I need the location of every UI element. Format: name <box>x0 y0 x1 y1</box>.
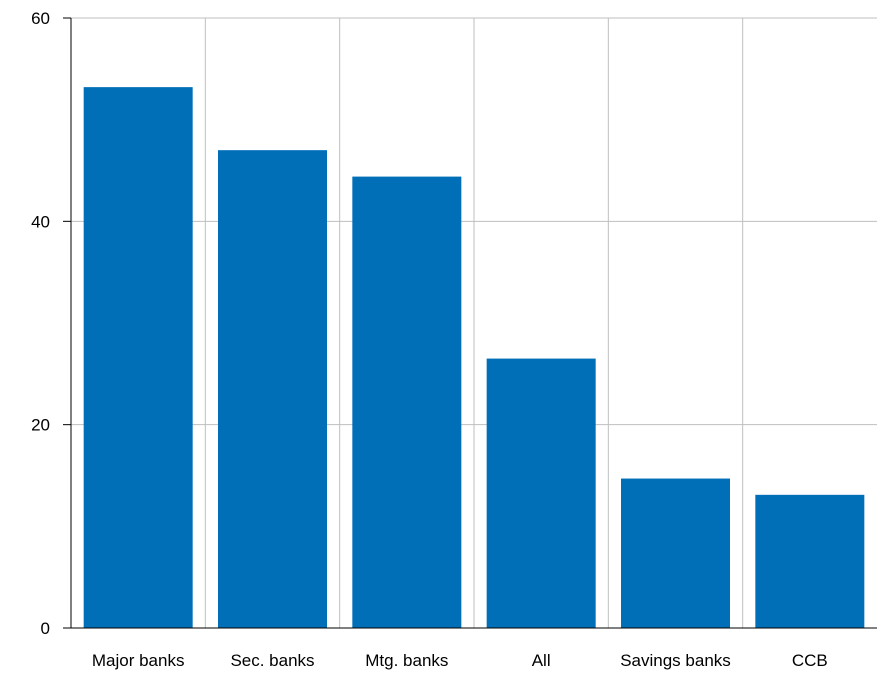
bar-layer <box>83 87 865 629</box>
x-tick-label: CCB <box>792 651 828 670</box>
label-layer: 0 20 40 60 Major banks Sec. banks Mtg. banks Al… <box>31 9 828 670</box>
axis-layer <box>63 17 877 629</box>
bar <box>755 494 865 628</box>
grid-layer <box>71 17 877 628</box>
y-tick-label: 60 <box>31 9 50 28</box>
y-tick-label: 0 <box>41 619 50 638</box>
bar <box>218 150 327 628</box>
bar <box>486 358 596 628</box>
x-tick-label: Savings banks <box>620 651 731 670</box>
bar <box>352 176 462 628</box>
x-tick-label: Major banks <box>92 651 185 670</box>
bar <box>83 87 193 629</box>
x-tick-label: All <box>532 651 551 670</box>
y-tick-label: 20 <box>31 416 50 435</box>
y-tick-label: 40 <box>31 212 50 231</box>
bar <box>621 478 730 628</box>
x-tick-label: Mtg. banks <box>365 651 448 670</box>
x-tick-label: Sec. banks <box>230 651 314 670</box>
